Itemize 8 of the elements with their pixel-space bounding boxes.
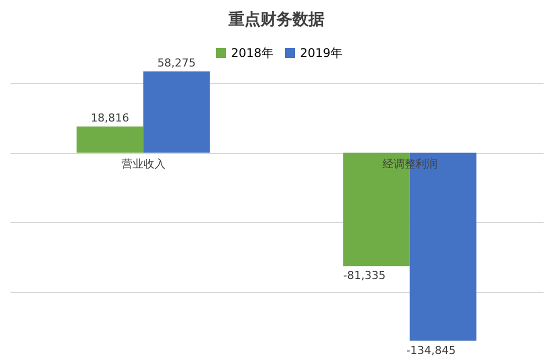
- data-label: -134,845: [406, 344, 456, 357]
- chart-title: 重点财务数据: [228, 9, 324, 28]
- legend-label: 2019年: [300, 46, 343, 60]
- data-label: 58,275: [157, 56, 196, 70]
- data-label: 18,816: [90, 111, 130, 124]
- legend-label: 2018年: [231, 46, 274, 60]
- data-label: -81,335: [343, 269, 386, 282]
- x-tick-label: 营业收入: [121, 158, 166, 171]
